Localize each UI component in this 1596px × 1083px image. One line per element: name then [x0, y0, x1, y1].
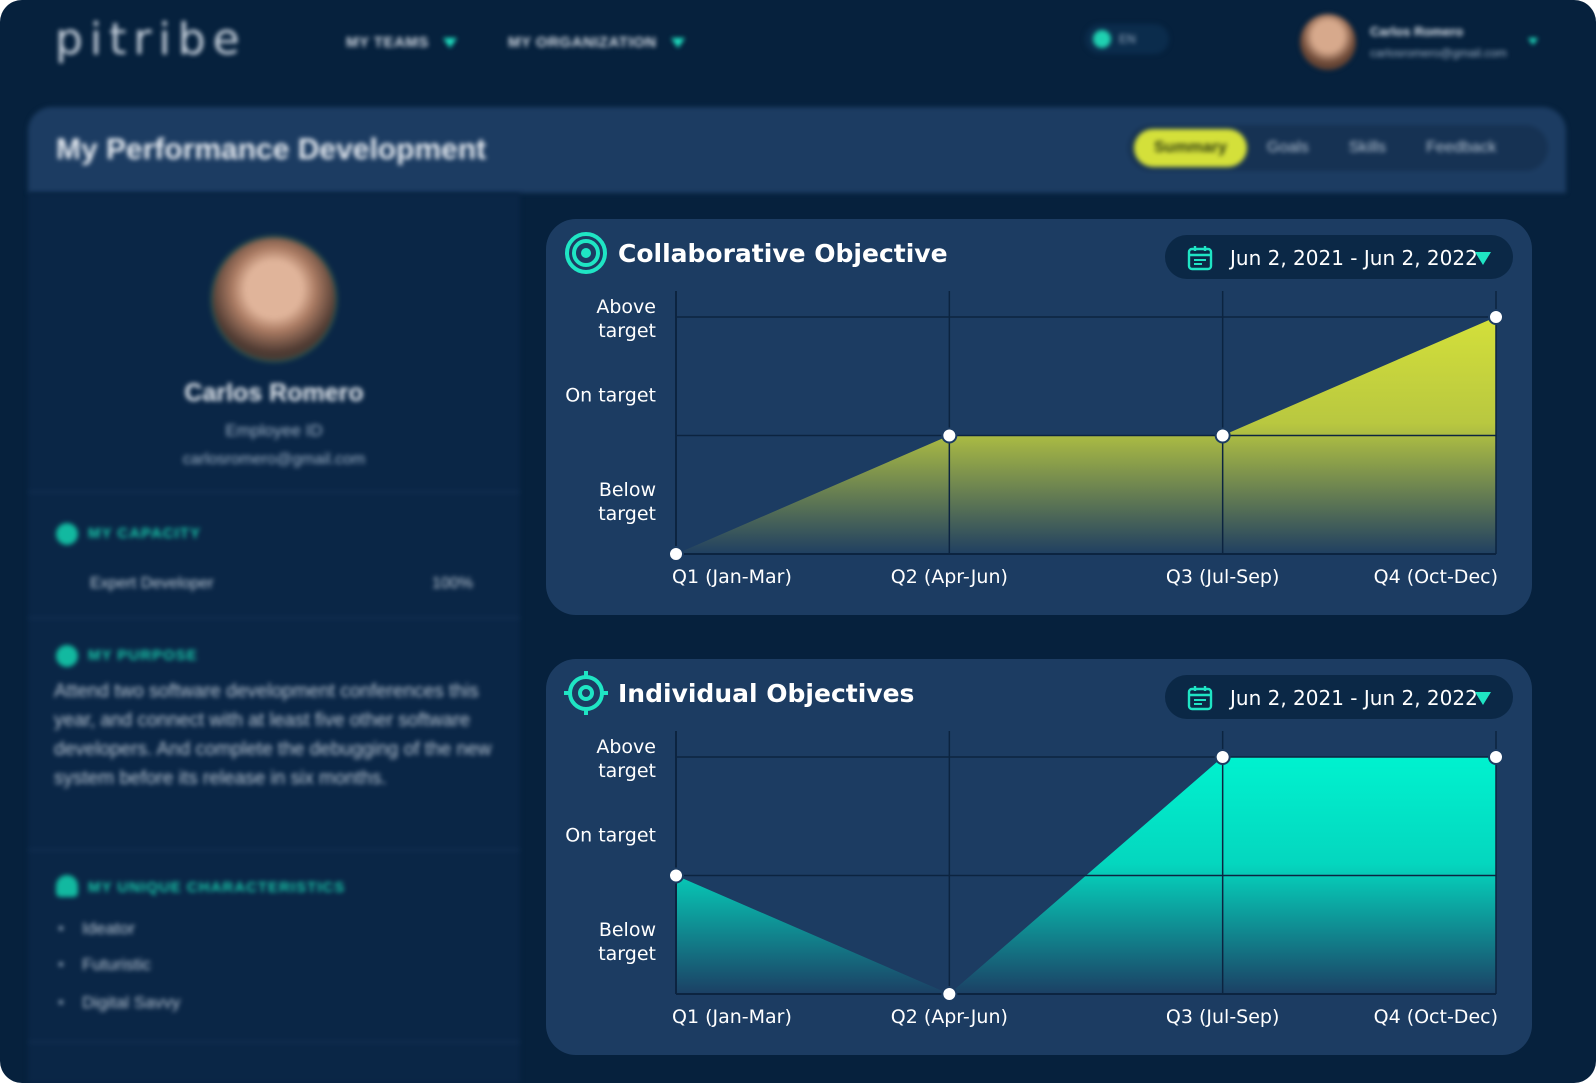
chevron-down-icon [1475, 692, 1491, 705]
page-title: My Performance Development [56, 133, 487, 166]
divider [28, 1041, 520, 1043]
date-range-picker[interactable]: Jun 2, 2021 - Jun 2, 2022 [1165, 235, 1513, 279]
flag-icon [1093, 30, 1111, 48]
y-tick-label: Above target [596, 296, 656, 342]
date-range-picker[interactable]: Jun 2, 2021 - Jun 2, 2022 [1165, 675, 1513, 719]
profile-name: Carlos Romero [184, 379, 364, 407]
x-tick-label: Q4 (Oct-Dec) [1374, 566, 1498, 588]
nav-my-organization-label: MY ORGANIZATION [508, 34, 657, 51]
calendar-icon [1187, 686, 1213, 711]
user-name: Carlos Romero [1370, 24, 1464, 39]
capacity-title: MY CAPACITY [88, 525, 201, 542]
chevron-down-icon [670, 37, 685, 48]
individual-objectives-chart: Below target On target Above target Q1 (Jan-M… [565, 731, 1504, 1028]
user-email: carlosromero@gmail.com [1370, 46, 1507, 60]
lightbulb-icon [56, 875, 78, 897]
page-header: My Performance Development Summary Goals… [28, 107, 1566, 193]
data-point[interactable] [941, 986, 958, 1002]
tab-feedback[interactable]: Feedback [1426, 139, 1497, 156]
collaborative-objective-chart: Below target On target Above target Q1 (Jan-M… [565, 291, 1504, 588]
y-tick-label: Below target [598, 479, 656, 525]
divider [28, 617, 520, 619]
data-point[interactable] [668, 546, 684, 562]
date-range-text: Jun 2, 2021 - Jun 2, 2022 [1230, 246, 1478, 270]
nav-my-teams-label: MY TEAMS [346, 34, 429, 51]
y-tick-label: Above target [596, 736, 656, 782]
x-tick-label: Q3 (Jul-Sep) [1166, 566, 1280, 588]
purpose-icon [56, 645, 78, 667]
tab-summary[interactable]: Summary [1134, 129, 1247, 167]
divider [28, 849, 520, 851]
card-title: Collaborative Objective [618, 239, 948, 268]
profile-email: carlosromero@gmail.com [182, 451, 366, 468]
nav-my-organization[interactable]: MY ORGANIZATION [508, 34, 685, 51]
purpose-title: MY PURPOSE [88, 647, 198, 664]
chevron-down-icon [1475, 252, 1491, 265]
tab-goals[interactable]: Goals [1266, 139, 1309, 156]
y-tick-label: On target [565, 385, 656, 407]
x-tick-label: Q4 (Oct-Dec) [1374, 1006, 1498, 1028]
card-title: Individual Objectives [618, 679, 915, 708]
calendar-icon [1187, 246, 1213, 271]
data-point[interactable] [1488, 749, 1504, 765]
top-bar: pitribe MY TEAMS MY ORGANIZATION EN Carl… [0, 0, 1596, 100]
nav-my-teams[interactable]: MY TEAMS [346, 34, 457, 51]
data-point[interactable] [668, 867, 684, 884]
area-series [676, 757, 1496, 994]
tab-skills[interactable]: Skills [1348, 139, 1387, 156]
capacity-value: 100% [432, 575, 473, 592]
crosshair-target-icon [564, 671, 608, 715]
tab-bar: Summary Goals Skills Feedback [1128, 125, 1548, 171]
capacity-icon [56, 523, 78, 545]
date-range-text: Jun 2, 2021 - Jun 2, 2022 [1230, 686, 1478, 710]
list-item: Futuristic [58, 955, 151, 975]
target-icon [565, 232, 607, 274]
user-avatar[interactable] [1300, 14, 1356, 70]
data-point[interactable] [1214, 749, 1231, 765]
language-toggle[interactable]: EN [1085, 24, 1169, 54]
x-tick-label: Q3 (Jul-Sep) [1166, 1006, 1280, 1028]
x-tick-label: Q1 (Jan-Mar) [672, 566, 792, 588]
user-menu-chevron-icon[interactable] [1528, 38, 1538, 45]
collaborative-objective-card: Collaborative Objective Jun 2, 2021 - Ju… [546, 219, 1532, 615]
profile-sidebar: Carlos Romero Employee ID carlosromero@g… [28, 193, 520, 1083]
y-tick-label: On target [565, 825, 656, 847]
chevron-down-icon [442, 37, 457, 48]
data-point[interactable] [1488, 309, 1504, 325]
divider [28, 491, 520, 493]
individual-objectives-card: Individual Objectives Jun 2, 2021 - Jun … [546, 659, 1532, 1055]
x-tick-label: Q2 (Apr-Jun) [891, 1006, 1008, 1028]
y-tick-label: Below target [598, 919, 656, 965]
purpose-text: Attend two software development conferen… [54, 681, 492, 789]
logo[interactable]: pitribe [55, 14, 247, 65]
x-tick-label: Q1 (Jan-Mar) [672, 1006, 792, 1028]
data-point[interactable] [941, 427, 958, 444]
language-label: EN [1119, 32, 1136, 46]
characteristics-title: MY UNIQUE CHARACTERISTICS [88, 879, 346, 896]
list-item: Ideator [58, 919, 135, 939]
x-tick-label: Q2 (Apr-Jun) [891, 566, 1008, 588]
profile-avatar [210, 235, 338, 363]
list-item: Digital Savvy [58, 993, 180, 1013]
data-point[interactable] [1214, 427, 1231, 444]
capacity-role: Expert Developer [90, 575, 214, 592]
employee-id: Employee ID [225, 421, 323, 440]
